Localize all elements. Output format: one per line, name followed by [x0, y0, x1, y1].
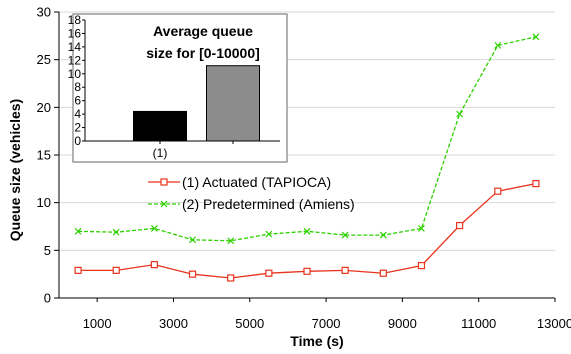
y-tick-label: 0	[44, 291, 51, 306]
y-tick-label: 10	[37, 195, 51, 210]
data-point	[227, 274, 235, 282]
inset-title-line1: Average queue	[153, 23, 253, 39]
data-point-stroke	[379, 231, 387, 239]
series-lines	[74, 33, 540, 282]
data-point	[188, 270, 197, 278]
y-tick-label: 25	[37, 52, 51, 67]
y-tick-label: 30	[37, 5, 51, 20]
data-point	[150, 224, 158, 232]
data-point	[227, 237, 235, 245]
inset-bars	[133, 65, 260, 142]
data-point	[160, 178, 168, 186]
data-point	[112, 266, 120, 274]
data-point	[532, 180, 540, 188]
legend: (1) Actuated (TAPIOCA) (2) Predetermined …	[148, 174, 355, 212]
x-tick-label: 7000	[312, 316, 341, 331]
inset-y-tick-label: 8	[74, 80, 81, 94]
inset-y-tick-label: 4	[74, 107, 81, 121]
data-point	[341, 266, 349, 274]
y-tick-label: 20	[37, 100, 51, 115]
data-point-stroke	[150, 224, 158, 232]
data-point	[265, 230, 273, 238]
data-point-stroke	[494, 41, 502, 49]
inset-y-tick-label: 10	[68, 67, 82, 81]
x-tick-label: 3000	[159, 316, 188, 331]
data-point-stroke	[112, 228, 120, 236]
data-point	[379, 231, 387, 239]
data-point	[189, 236, 196, 244]
data-point	[303, 267, 311, 275]
x-tick-label: 11000	[461, 316, 496, 331]
inset-category-label: (1)	[153, 146, 168, 160]
data-point-stroke	[418, 224, 425, 232]
inset-y-tick-label: 14	[68, 40, 82, 54]
inset-y-tick-label: 18	[68, 13, 82, 27]
inset-bar-2	[206, 65, 260, 142]
data-point	[532, 33, 540, 41]
x-tick-label: 9000	[388, 316, 417, 331]
y-axis-title: Queue size (vehicles)	[7, 99, 23, 241]
data-point-stroke	[265, 230, 273, 238]
data-point	[74, 227, 82, 235]
data-point	[303, 227, 311, 235]
x-tick-label: 5000	[235, 316, 264, 331]
data-point	[456, 221, 464, 230]
data-point	[456, 110, 464, 118]
y-tick-labels: 0 5 10 15 20 25 30	[37, 5, 51, 306]
inset-y-tick-label: 0	[74, 134, 81, 148]
legend-label-2: (2) Predetermined (Amiens)	[182, 196, 355, 212]
inset-bar-1	[133, 110, 187, 142]
x-tick-label: 13000	[537, 316, 571, 331]
data-point	[418, 224, 425, 232]
inset-y-tick-label: 6	[74, 94, 81, 108]
data-point-stroke	[341, 231, 349, 239]
data-point-stroke	[456, 110, 464, 118]
data-point-stroke	[227, 237, 235, 245]
data-point	[150, 261, 158, 269]
data-point	[112, 228, 120, 236]
data-point-stroke	[189, 236, 196, 244]
data-point-stroke	[532, 33, 540, 41]
data-point	[341, 231, 349, 239]
x-axis-title: Time (s)	[290, 333, 343, 349]
data-point	[379, 269, 387, 277]
main-axes	[54, 11, 556, 302]
data-point-stroke	[303, 227, 311, 235]
inset-category-labels: (1)	[153, 146, 168, 160]
inset-y-tick-label: 2	[74, 121, 81, 135]
data-point	[494, 41, 502, 49]
data-point	[160, 200, 168, 208]
inset-title-line2: size for [0-10000]	[146, 45, 260, 61]
data-point	[494, 187, 502, 195]
x-tick-labels: 1000 3000 5000 7000 9000 11000 13000	[83, 316, 571, 331]
data-point-stroke	[74, 227, 82, 235]
x-tick-label: 1000	[83, 316, 112, 331]
inset-y-tick-label: 12	[68, 53, 82, 67]
data-point	[265, 269, 273, 277]
inset-y-tick-label: 16	[68, 26, 82, 40]
data-point-stroke	[160, 200, 168, 208]
y-tick-label: 15	[37, 148, 51, 163]
y-tick-label: 5	[44, 243, 51, 258]
data-point	[74, 266, 82, 274]
data-point	[417, 261, 426, 270]
legend-label-1: (1) Actuated (TAPIOCA)	[182, 174, 331, 190]
